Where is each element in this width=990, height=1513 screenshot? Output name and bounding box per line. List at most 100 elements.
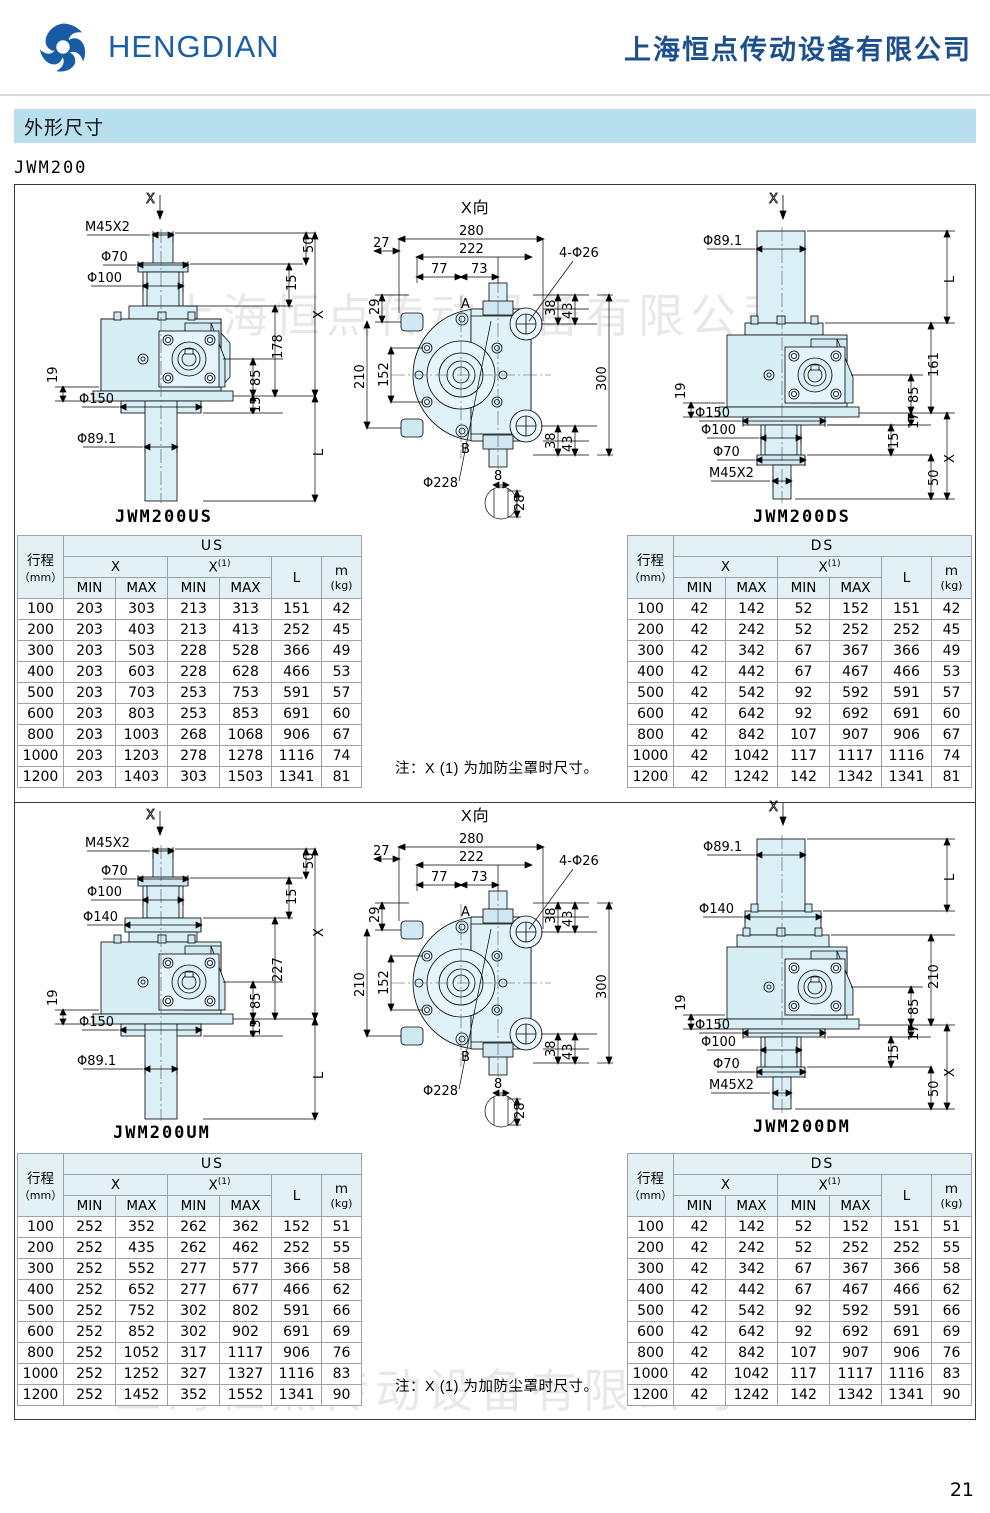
table-cell: 55: [931, 1237, 972, 1259]
table-cell: 1116: [271, 1363, 322, 1385]
table-cell: 100: [627, 1216, 674, 1238]
table-cell: 1341: [271, 1384, 322, 1406]
drawing-xview-top: X向: [351, 191, 651, 521]
table-cell: 500: [627, 682, 674, 704]
table-cell: 152: [829, 598, 882, 620]
svg-text:M45X2: M45X2: [709, 466, 754, 481]
table-cell: 57: [931, 682, 972, 704]
table-cell: 203: [63, 745, 116, 767]
table-cell: 466: [881, 661, 932, 683]
table-row: 600 42 642 92 692 691 60: [627, 703, 972, 725]
table-cell: 652: [115, 1279, 168, 1301]
table-cell: 52: [777, 1216, 830, 1238]
svg-text:161: 161: [927, 352, 942, 377]
table-cell: 902: [219, 1321, 272, 1343]
svg-text:X: X: [769, 192, 778, 207]
table-cell: 42: [673, 766, 726, 788]
svg-text:43: 43: [561, 910, 576, 927]
table-cell: 800: [17, 1342, 64, 1364]
section-band: 外形尺寸: [14, 109, 976, 143]
table-cell: 628: [219, 661, 272, 683]
svg-text:77: 77: [431, 870, 448, 885]
table-cell: 81: [931, 766, 972, 788]
table-cell: 42: [673, 745, 726, 767]
table-cell: 800: [17, 724, 64, 746]
svg-text:15: 15: [249, 396, 264, 413]
svg-text:38: 38: [544, 1040, 559, 1057]
svg-text:X: X: [146, 808, 155, 823]
drawing-sheet: 上海恒点传动设备有限公司 上海恒点传动设备有限公司 X: [14, 184, 976, 1420]
svg-text:Φ70: Φ70: [101, 864, 128, 879]
svg-text:A: A: [461, 297, 470, 312]
table-cell: 592: [829, 682, 882, 704]
table-cell: 500: [627, 1300, 674, 1322]
table-cell: 52: [777, 1237, 830, 1259]
th-min: MIN: [673, 1195, 726, 1217]
table-cell: 462: [219, 1237, 272, 1259]
table-cell: 1116: [881, 1363, 932, 1385]
table-cell: 300: [17, 640, 64, 662]
th-min: MIN: [167, 577, 220, 599]
th-max: MAX: [829, 1195, 882, 1217]
page-number: 21: [949, 1479, 974, 1501]
svg-text:85: 85: [249, 992, 264, 1009]
table-cell: 1242: [725, 1384, 778, 1406]
table-cell: 62: [321, 1279, 362, 1301]
table-cell: 200: [627, 1237, 674, 1259]
table-cell: 200: [17, 619, 64, 641]
svg-text:19: 19: [674, 994, 689, 1011]
table-cell: 60: [931, 703, 972, 725]
table-cell: 42: [673, 661, 726, 683]
table-cell: 253: [167, 703, 220, 725]
table-cell: 142: [725, 1216, 778, 1238]
table-cell: 42: [673, 619, 726, 641]
table-cell: 100: [17, 1216, 64, 1238]
table-cell: 203: [63, 703, 116, 725]
svg-text:73: 73: [471, 870, 488, 885]
table-cell: 58: [931, 1258, 972, 1280]
svg-text:4-Φ26: 4-Φ26: [559, 246, 599, 261]
table-cell: 1452: [115, 1384, 168, 1406]
table-cell: 907: [829, 1342, 882, 1364]
table-cell: 252: [63, 1342, 116, 1364]
table-cell: 691: [271, 703, 322, 725]
svg-text:M45X2: M45X2: [85, 836, 130, 851]
table-row: 200 203 403 213 413 252 45: [17, 619, 362, 641]
table-cell: 1327: [219, 1363, 272, 1385]
table-cell: 42: [673, 724, 726, 746]
jwm200ds-svg: X: [674, 192, 958, 503]
th-l: L: [271, 556, 322, 599]
svg-text:43: 43: [561, 302, 576, 319]
table-cell: 542: [725, 1300, 778, 1322]
svg-text:19: 19: [46, 366, 61, 383]
svg-text:38: 38: [544, 432, 559, 449]
table-cell: 45: [321, 619, 362, 641]
table-cell: 342: [725, 1258, 778, 1280]
table-cell: 67: [931, 724, 972, 746]
svg-text:38: 38: [544, 299, 559, 316]
svg-text:50: 50: [927, 1080, 942, 1097]
th-m: m (kg): [931, 1174, 972, 1217]
svg-text:Φ150: Φ150: [79, 392, 114, 407]
table-cell: 142: [777, 766, 830, 788]
table-row: 500 252 752 302 802 591 66: [17, 1300, 362, 1322]
table-cell: 677: [219, 1279, 272, 1301]
table-cell: 92: [777, 1300, 830, 1322]
table-cell: 467: [829, 1279, 882, 1301]
table-cell: 352: [167, 1384, 220, 1406]
svg-text:X: X: [943, 1068, 958, 1077]
table-cell: 203: [63, 619, 116, 641]
table-cell: 317: [167, 1342, 220, 1364]
table-cell: 300: [627, 1258, 674, 1280]
table-cell: 907: [829, 724, 882, 746]
table-row: 600 203 803 253 853 691 60: [17, 703, 362, 725]
svg-text:15: 15: [285, 274, 300, 291]
th-x: X: [63, 556, 168, 578]
svg-text:300: 300: [595, 366, 610, 391]
table-cell: 1342: [829, 1384, 882, 1406]
svg-text:Φ100: Φ100: [87, 885, 122, 900]
svg-text:210: 210: [927, 964, 942, 989]
table-cell: 303: [115, 598, 168, 620]
th-min: MIN: [673, 577, 726, 599]
table-cell: 67: [777, 1279, 830, 1301]
